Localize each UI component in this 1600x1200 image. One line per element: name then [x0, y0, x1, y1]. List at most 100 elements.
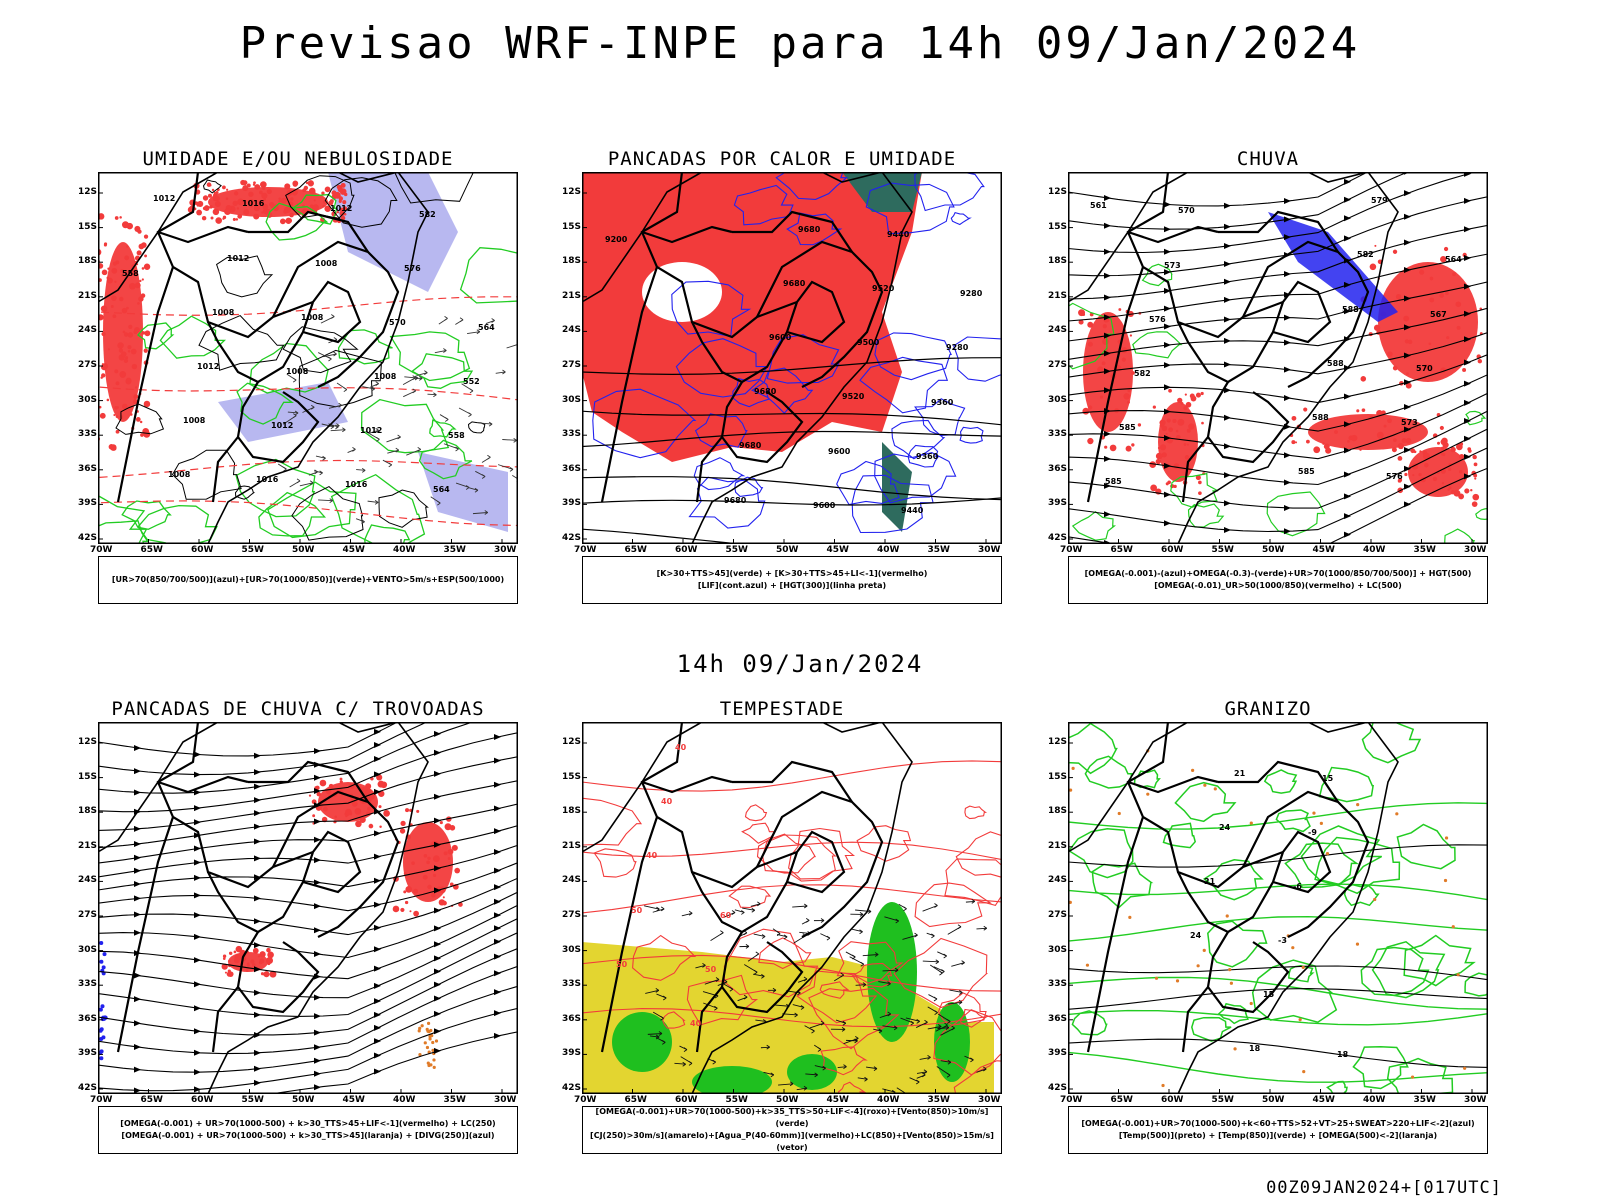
contour-closed: [662, 1011, 686, 1029]
streamline-arrow: [314, 1029, 321, 1036]
contour-label: 9680: [724, 496, 747, 505]
contour-closed: [1475, 507, 1488, 521]
contour-label: 1012: [360, 426, 382, 435]
omega-dot: [1319, 821, 1323, 825]
omega-dot: [1463, 1066, 1467, 1070]
lon-label: 35W: [443, 545, 466, 555]
wind-vector-head: [854, 1038, 858, 1044]
speckle: [1155, 458, 1162, 465]
map-border: [582, 722, 1002, 1094]
wind-vector: [703, 1002, 718, 1009]
speckle: [112, 314, 117, 319]
orange-dot: [431, 1048, 435, 1052]
lon-label: 30W: [494, 1095, 517, 1105]
wind-vector: [905, 1017, 920, 1022]
streamline: [1068, 428, 1488, 509]
streamline-arrow: [1104, 430, 1111, 437]
lat-label: 39S: [1048, 498, 1068, 509]
lon-label: 45W: [826, 1095, 849, 1105]
map-frame: 1012 1008 1008 1012 1008 1012 1016 1016 1012 1008…: [78, 172, 518, 555]
wind-vector: [506, 343, 518, 349]
streamline-arrow: [374, 742, 381, 749]
speckle: [232, 217, 236, 221]
wind-vector-head: [459, 317, 464, 323]
coastline: [582, 172, 913, 544]
contour-closed: [837, 1081, 867, 1094]
streamline-arrow: [1104, 368, 1111, 375]
country-border: [248, 210, 369, 253]
streamline-arrow: [194, 1028, 201, 1035]
speckle: [339, 780, 343, 784]
wind-vector-head: [803, 976, 808, 982]
omega-dot: [1355, 942, 1360, 946]
wind-vector: [879, 1013, 891, 1019]
lon-label: 70W: [90, 1095, 113, 1105]
speckle: [403, 890, 407, 894]
contour-closed: [914, 172, 985, 212]
speckle: [100, 305, 108, 313]
speckle: [266, 947, 271, 953]
speckle: [122, 330, 126, 334]
lat-label: 30S: [1048, 394, 1068, 405]
streamline-arrow: [494, 1010, 501, 1017]
wind-vector-head: [817, 1047, 822, 1052]
lon-label: 50W: [1262, 1095, 1285, 1105]
wind-vector-head: [338, 402, 342, 408]
wind-vector-head: [309, 480, 314, 486]
speckle: [1198, 480, 1202, 485]
streamline-arrow: [194, 874, 201, 881]
speckle: [1443, 246, 1449, 252]
speckle: [1295, 441, 1298, 444]
speckle: [124, 255, 130, 261]
streamline-arrow: [1464, 453, 1471, 460]
wind-vector: [814, 1065, 826, 1069]
speckle: [1455, 301, 1462, 308]
wind-vector-head: [361, 519, 365, 525]
speckle: [1472, 454, 1477, 460]
contour-label: 9200: [605, 235, 628, 244]
lat-label: 12S: [78, 737, 98, 747]
contour-line: [98, 296, 518, 316]
streamline: [98, 825, 518, 878]
contour-label: 576: [404, 264, 421, 273]
wind-vector: [734, 909, 745, 913]
omega-dot: [1202, 948, 1206, 952]
streamline-arrow: [374, 982, 381, 989]
lat-label: 30S: [562, 944, 582, 955]
speckle: [137, 302, 140, 305]
divergence-dot: [98, 1028, 103, 1033]
coastline: [98, 722, 429, 1094]
lon-label: 65W: [1110, 545, 1133, 555]
speckle: [1474, 477, 1477, 480]
streamline-arrow: [494, 757, 501, 764]
speckle: [1429, 297, 1435, 303]
wind-vector: [652, 908, 665, 913]
contour-line: [582, 410, 1002, 426]
wind-vector: [902, 934, 918, 940]
contour-label: 585: [1298, 467, 1315, 476]
country-border: [207, 851, 315, 934]
contour-closed: [1371, 940, 1446, 999]
speckle: [227, 959, 231, 963]
speckle: [1198, 491, 1202, 496]
speckle: [143, 348, 148, 353]
streamline-arrow: [254, 966, 261, 973]
contour-closed: [1386, 1057, 1454, 1094]
speckle: [1442, 452, 1446, 457]
country-border: [116, 816, 175, 1053]
lon-label: 40W: [393, 545, 416, 555]
orange-dot: [418, 1026, 422, 1030]
streamline-arrow: [1224, 337, 1231, 344]
wind-vector-head: [414, 375, 419, 381]
speckle: [99, 412, 106, 419]
wind-vector: [328, 404, 342, 409]
speckle: [1082, 407, 1090, 415]
contour-line: [582, 357, 1002, 376]
streamline-arrow: [134, 881, 141, 888]
wind-vector-head: [294, 410, 299, 416]
streamline-arrow: [1224, 202, 1231, 209]
streamline: [98, 803, 518, 864]
speckle: [1177, 418, 1185, 426]
omega-dot: [1229, 981, 1233, 985]
speckle: [237, 198, 244, 206]
